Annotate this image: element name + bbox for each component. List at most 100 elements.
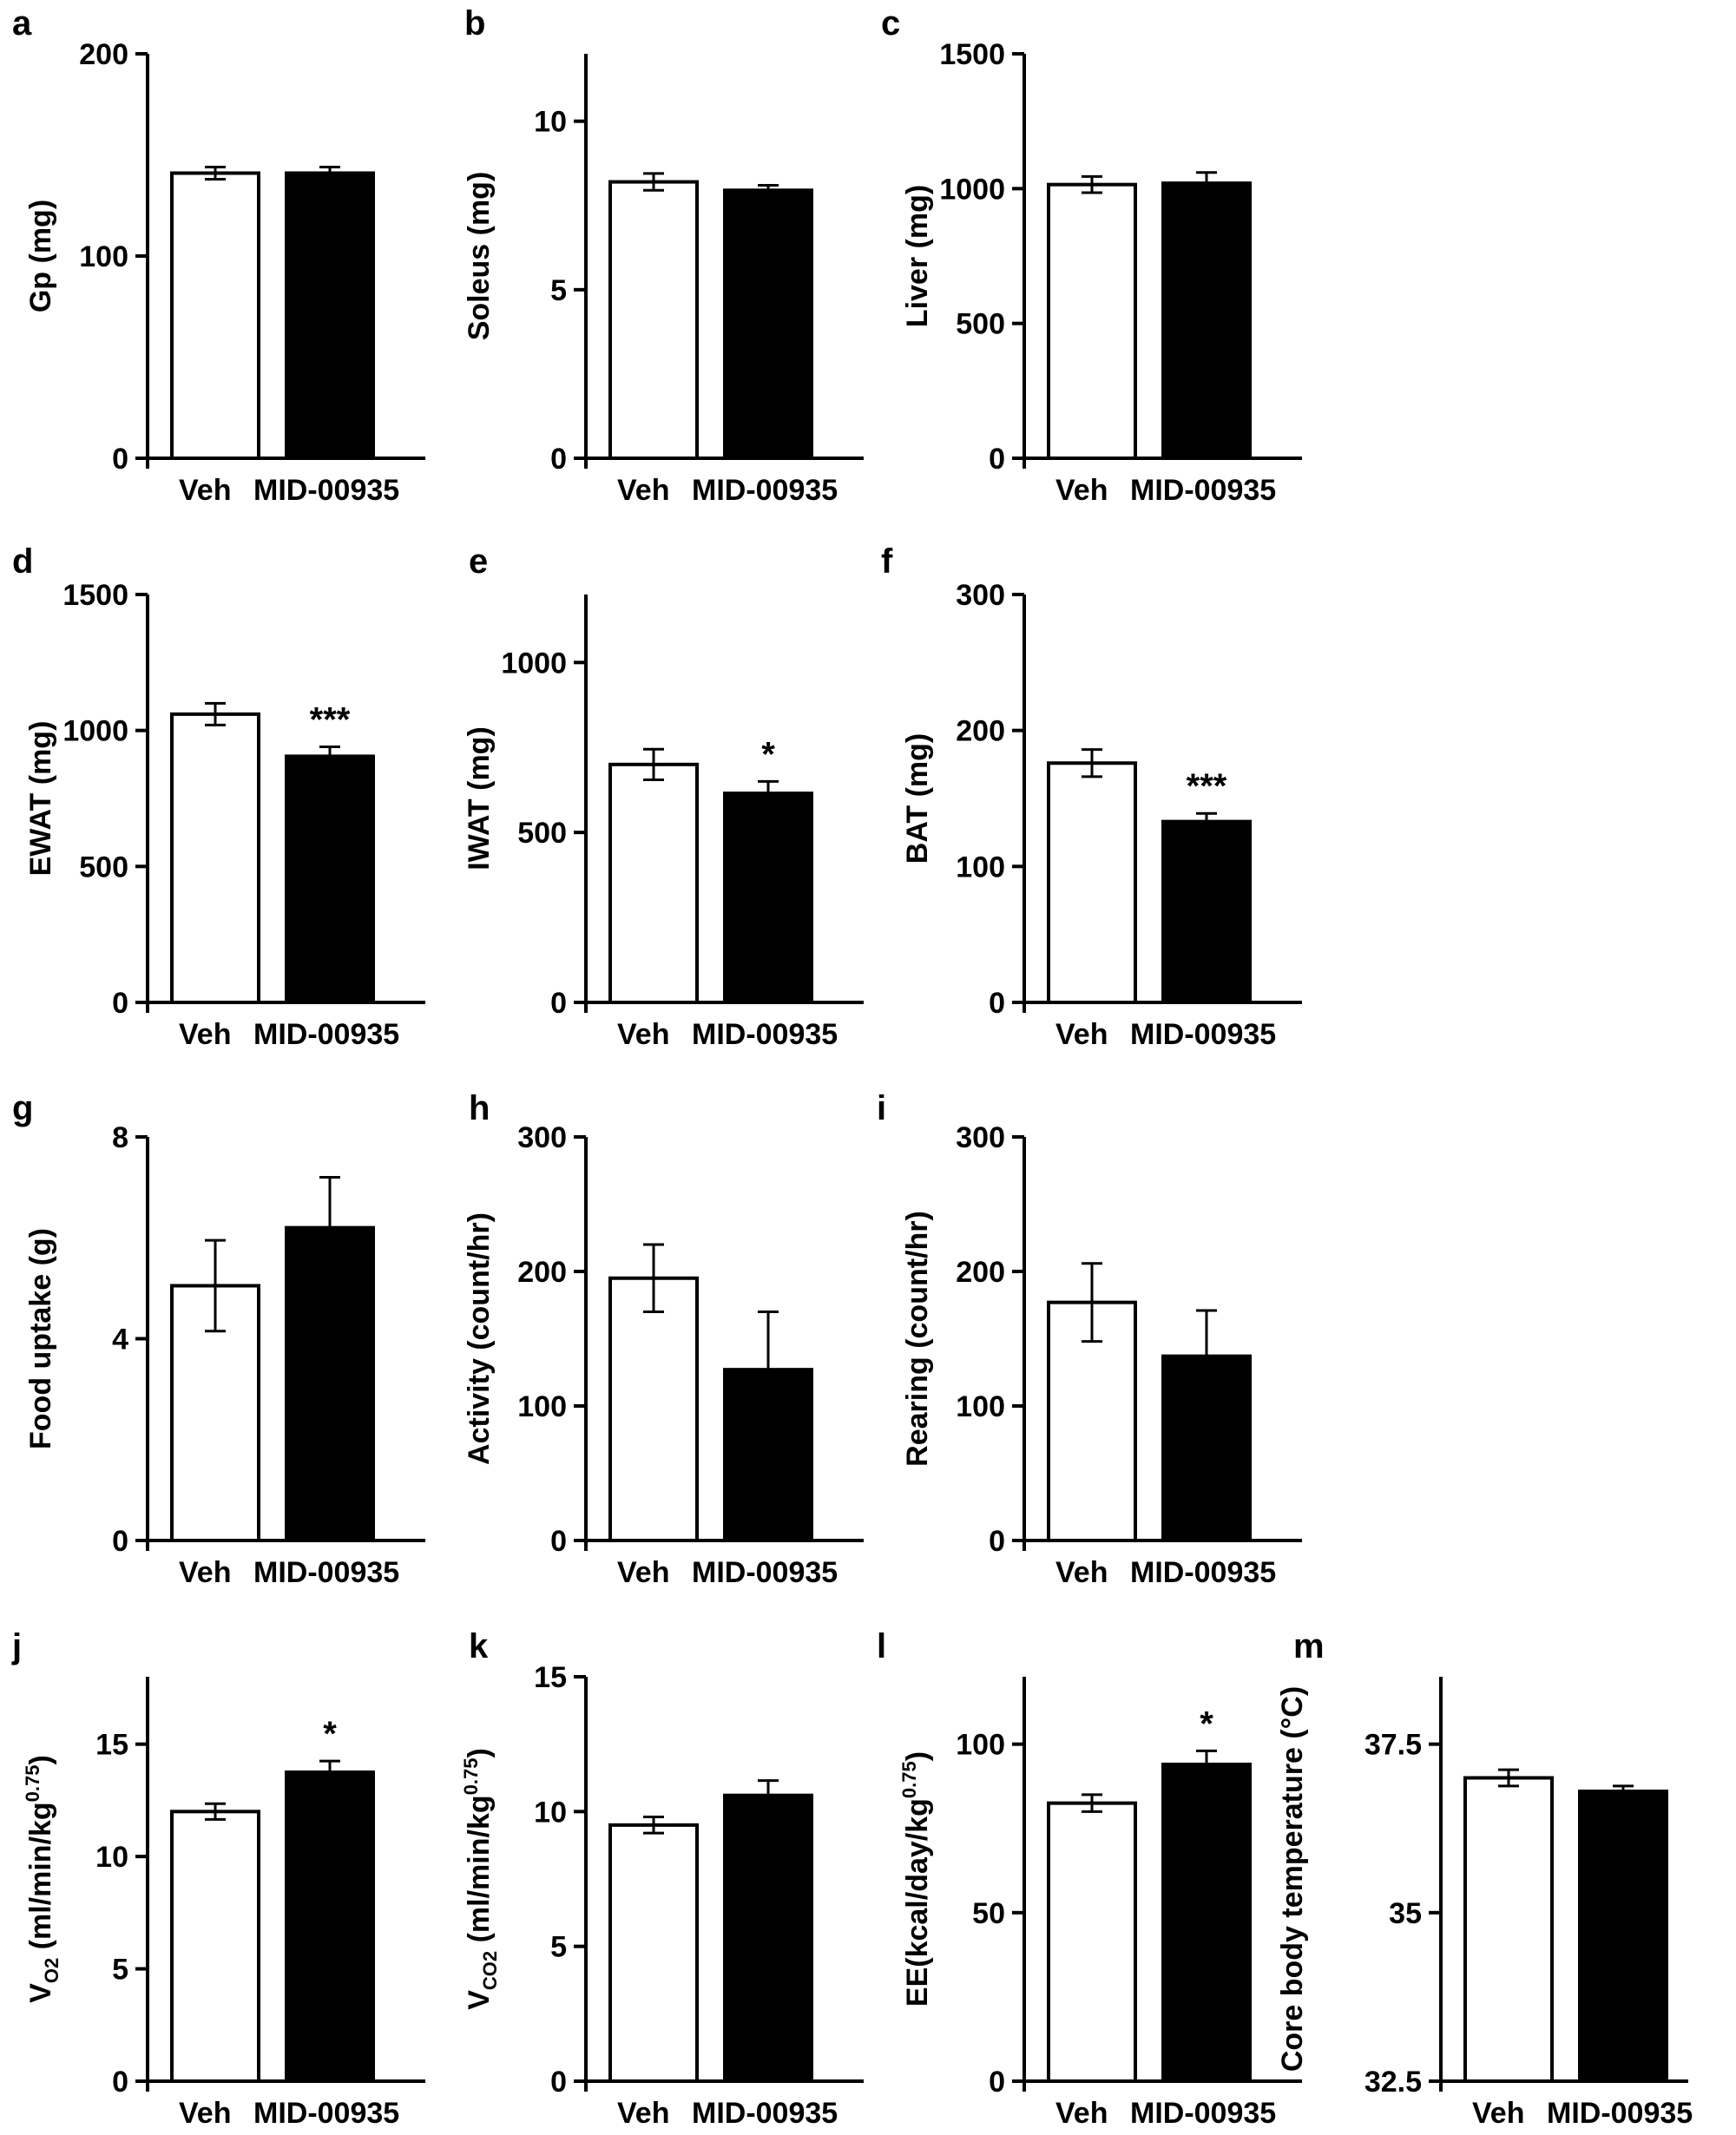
y-axis-label: VCO2 (ml/min/kg0.75) [460, 1748, 501, 2010]
y-axis-label: EE(kcal/day/kg0.75) [898, 1751, 934, 2007]
panel-f: f 0 100 200 300 *** Veh MID-00935 BAT (mg) [881, 542, 1302, 1051]
significance-marker: * [323, 1715, 337, 1753]
y-tick-label: 1000 [939, 173, 1005, 206]
y-tick-label: 0 [550, 2066, 567, 2099]
bar-veh [1047, 761, 1137, 1004]
panel-b: b 0 5 10 Veh MID-00935 Soleus (mg) [463, 4, 864, 507]
bar-veh [608, 1276, 699, 1542]
y-tick-label: 1500 [62, 579, 128, 612]
panel-letter: f [881, 542, 893, 581]
y-axis-label-part: O2 [41, 1958, 62, 1983]
x-tick-label: MID-00935 [253, 1556, 399, 1589]
panel-letter: g [12, 1089, 33, 1127]
x-tick-label: Veh [1472, 2097, 1524, 2130]
y-tick-label: 4 [112, 1324, 128, 1357]
bar-mid-00935 [723, 792, 813, 1004]
y-tick-label: 100 [956, 851, 1005, 884]
bar-mid-00935 [285, 754, 375, 1005]
y-axis-label-part: V [463, 1990, 496, 2010]
panel-letter: m [1293, 1627, 1325, 1665]
y-tick-label: 500 [956, 308, 1005, 341]
y-tick-label: 10 [534, 106, 567, 139]
significance-marker: *** [310, 700, 351, 739]
panel-k: k 0 5 10 15 Veh MID-00935 VCO2 (ml/min/kg0.75) [460, 1627, 864, 2130]
y-tick-label: 300 [956, 579, 1005, 612]
y-tick-label: 0 [550, 443, 567, 476]
x-tick-label: Veh [617, 2097, 669, 2130]
y-tick-label: 0 [550, 1525, 567, 1558]
x-tick-label: MID-00935 [253, 1018, 399, 1051]
y-axis-label-part: ) [24, 1755, 57, 1764]
bar-mid-00935 [723, 1793, 813, 2084]
y-tick-label: 10 [95, 1841, 128, 1874]
bar-mid-00935 [285, 1225, 375, 1542]
y-tick-label: 200 [956, 1256, 1005, 1289]
panel-c: c 0 500 1000 1500 Veh MID-00935 Liver (mg) [881, 4, 1302, 507]
y-tick-label: 100 [517, 1390, 567, 1423]
bar-veh [608, 762, 699, 1004]
panel-letter: i [877, 1089, 886, 1127]
x-tick-label: MID-00935 [1547, 2097, 1693, 2130]
panel-h: h 0 100 200 300 Veh MID-00935 Activity (count/h… [463, 1089, 864, 1589]
bar-mid-00935 [1578, 1790, 1668, 2084]
y-tick-label: 0 [989, 443, 1005, 476]
panel-letter: d [12, 542, 33, 581]
significance-marker: *** [1187, 767, 1227, 805]
y-axis-label-part: (ml/min/kg [463, 1795, 496, 1950]
y-axis-label-part: 0.75 [22, 1764, 43, 1802]
panel-e: e 0 500 1000 * Veh MID-00935 IWAT (mg) [463, 542, 864, 1051]
y-axis-label: IWAT (mg) [463, 726, 496, 870]
bar-veh [170, 1810, 260, 2083]
panel-letter: h [469, 1089, 490, 1127]
y-axis-label: EWAT (mg) [24, 721, 57, 877]
y-axis-label-part: ) [463, 1748, 496, 1757]
y-tick-label: 100 [956, 1729, 1005, 1762]
panel-letter: a [12, 4, 32, 43]
y-tick-label: 100 [79, 240, 128, 273]
y-tick-label: 35 [1389, 1897, 1422, 1930]
significance-marker: * [761, 735, 775, 773]
y-tick-label: 5 [550, 1931, 567, 1964]
y-axis-label-part: ) [901, 1751, 934, 1761]
y-axis-label: Liver (mg) [901, 185, 934, 327]
x-tick-label: Veh [179, 1556, 231, 1589]
y-axis-label-part: 0.75 [460, 1758, 482, 1796]
panel-letter: b [464, 4, 485, 43]
x-tick-label: Veh [1055, 1556, 1108, 1589]
panel-l: l 0 50 100 * Veh MID-00935 EE(kcal/day/kg0.75) [877, 1627, 1302, 2130]
y-tick-label: 1000 [62, 715, 128, 748]
y-axis-label: Core body temperature (°C) [1276, 1686, 1309, 2072]
y-tick-label: 5 [112, 1954, 128, 1987]
y-tick-label: 10 [534, 1796, 567, 1829]
panel-letter: j [11, 1627, 22, 1665]
y-tick-label: 0 [112, 1525, 128, 1558]
y-tick-label: 50 [972, 1897, 1005, 1930]
x-tick-label: MID-00935 [253, 474, 399, 507]
bar-veh [608, 1823, 699, 2084]
y-tick-label: 300 [956, 1121, 1005, 1154]
y-tick-label: 5 [550, 274, 567, 307]
bar-mid-00935 [285, 171, 375, 460]
y-tick-label: 1500 [939, 38, 1005, 71]
y-tick-label: 0 [112, 2066, 128, 2099]
bar-veh [1463, 1776, 1554, 2083]
x-tick-label: MID-00935 [1130, 474, 1276, 507]
x-tick-label: MID-00935 [692, 1556, 838, 1589]
y-tick-label: 8 [112, 1121, 128, 1154]
x-tick-label: MID-00935 [1130, 1018, 1276, 1051]
significance-marker: * [1200, 1705, 1213, 1743]
bar-veh [170, 171, 260, 460]
bar-mid-00935 [285, 1770, 375, 2084]
y-tick-label: 0 [112, 443, 128, 476]
y-tick-label: 0 [989, 2066, 1005, 2099]
x-tick-label: Veh [1055, 474, 1108, 507]
x-tick-label: MID-00935 [1130, 1556, 1276, 1589]
y-axis-label: Activity (count/hr) [463, 1212, 496, 1465]
panel-letter: c [881, 4, 900, 43]
x-tick-label: Veh [179, 474, 231, 507]
panel-m: m 32.5 35 37.5 Veh MID-00935 Core body tempera… [1276, 1627, 1693, 2130]
y-axis-label-part: V [24, 1983, 57, 2003]
panel-g: g 0 4 8 Veh MID-00935 Food uptake (g) [12, 1089, 425, 1589]
x-tick-label: Veh [1055, 2097, 1108, 2130]
